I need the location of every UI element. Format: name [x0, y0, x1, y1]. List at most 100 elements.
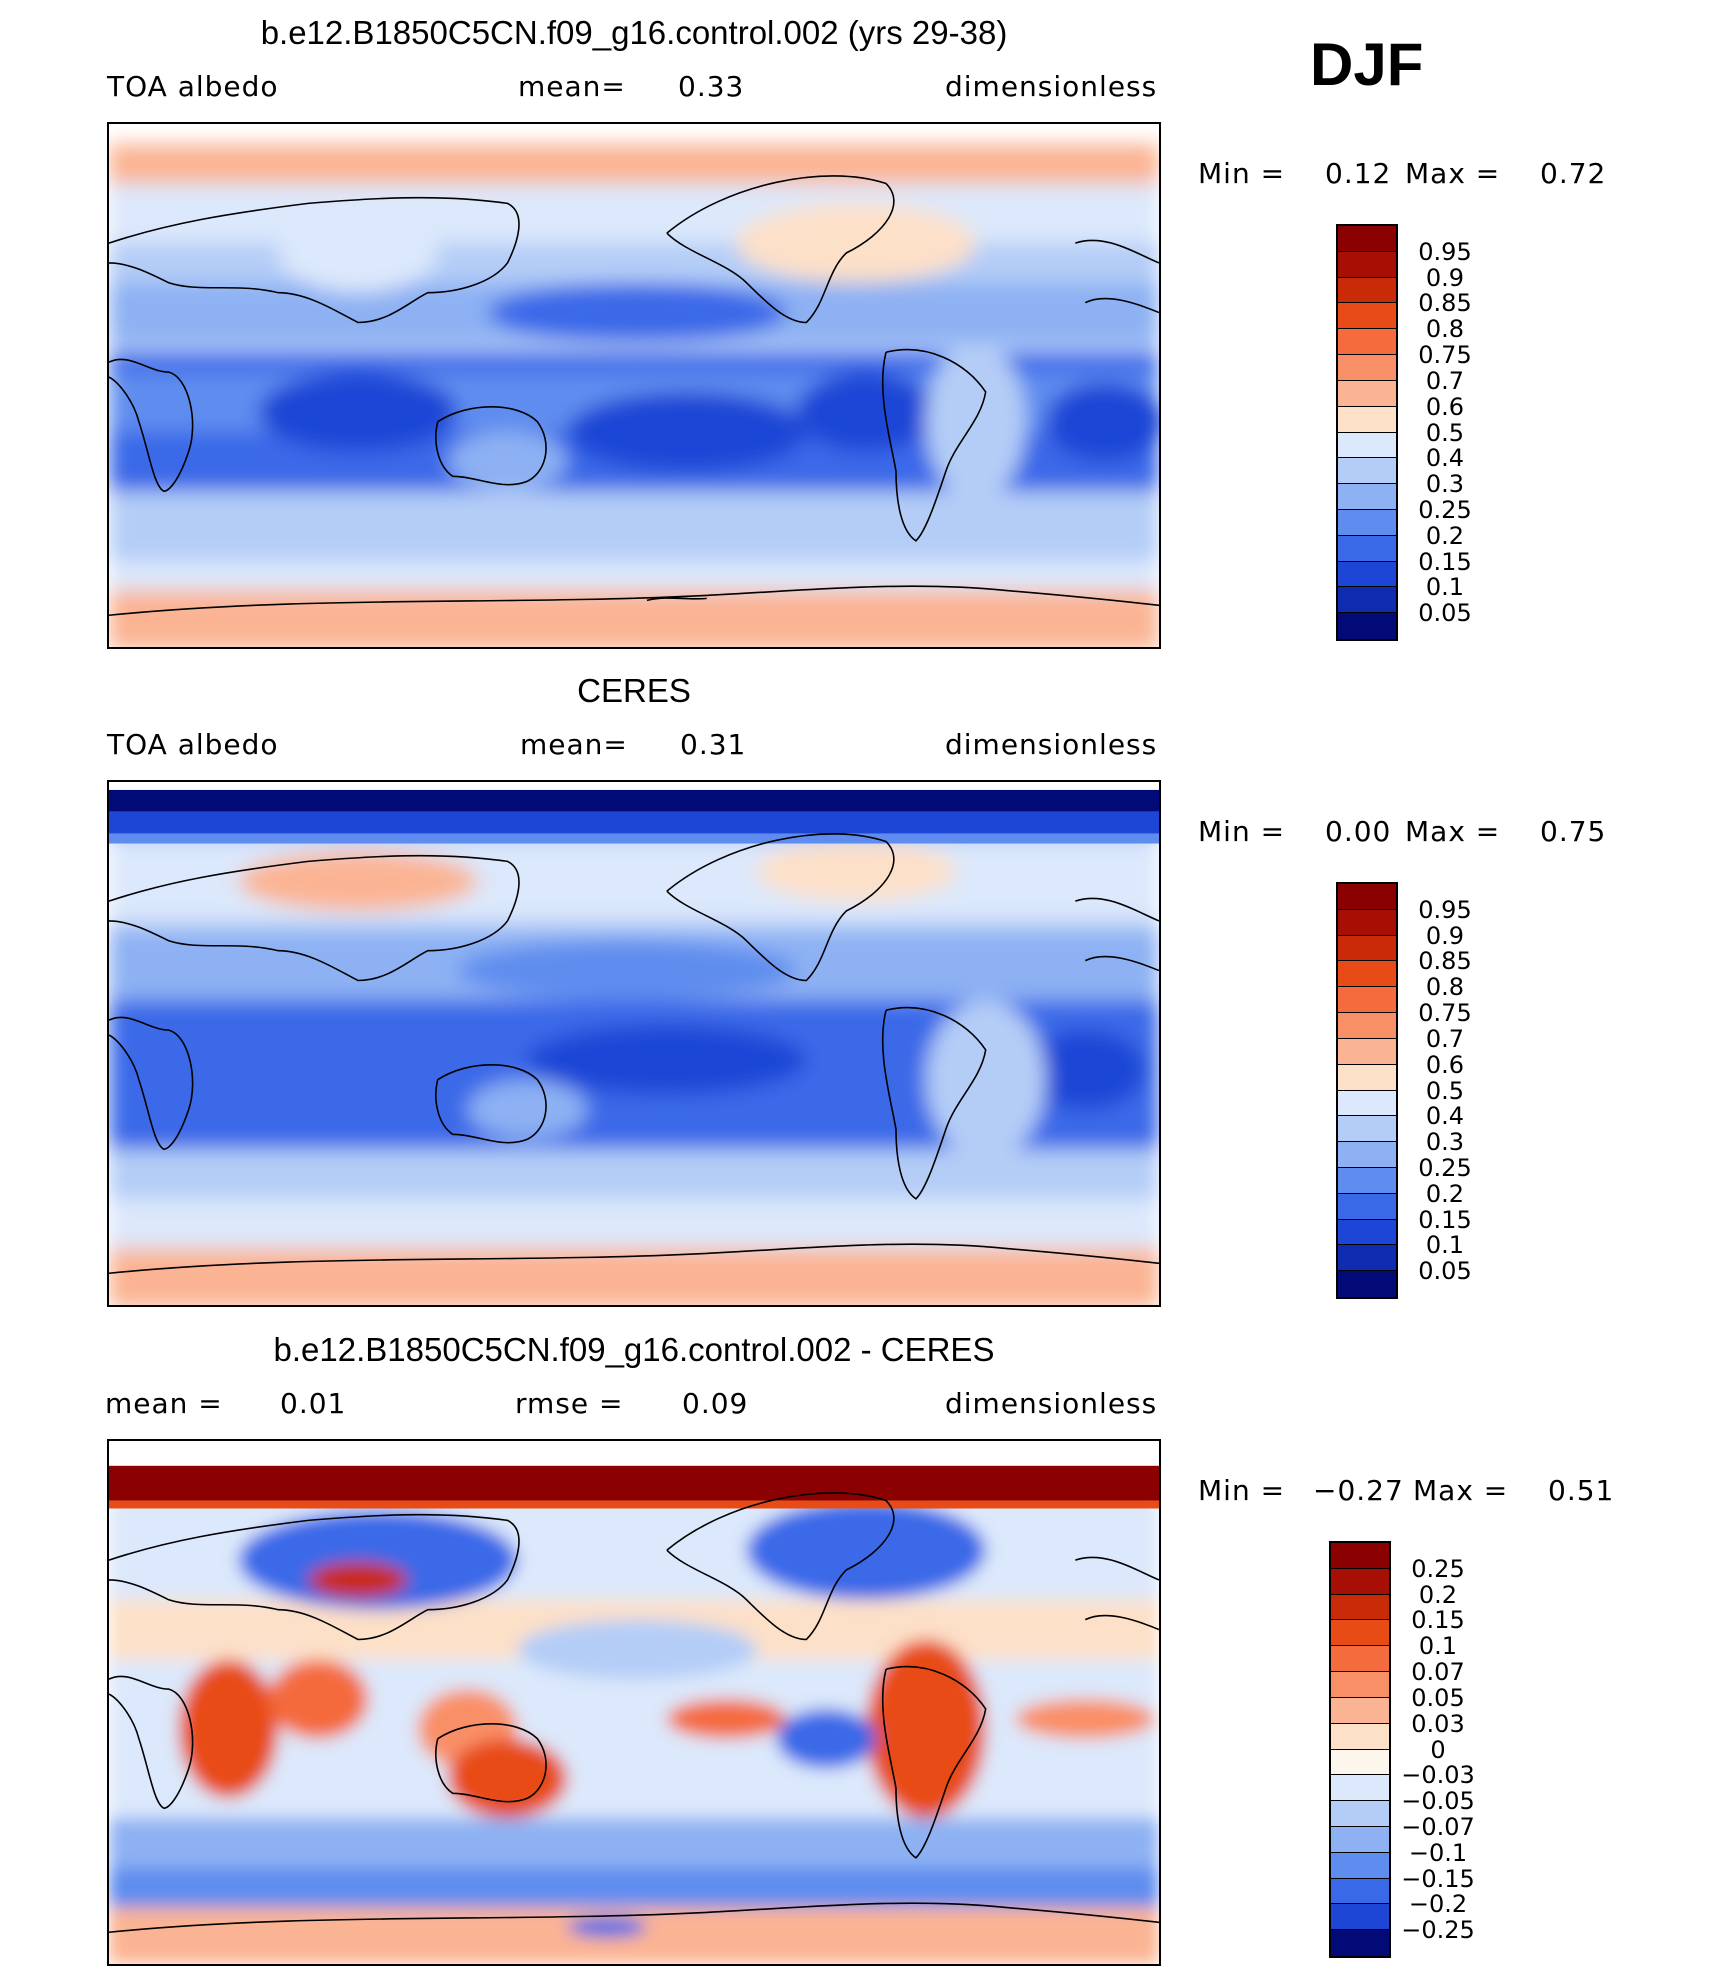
colorbar-bin — [1331, 1568, 1389, 1595]
colorbar-tick-label: 0.9 — [1425, 263, 1465, 292]
panel-3-map — [107, 1439, 1161, 1966]
colorbar-bin — [1338, 432, 1396, 459]
colorbar-bin — [1338, 251, 1396, 278]
panel-1-max-value: 0.72 — [1540, 157, 1607, 190]
colorbar-tick-label: 0.2 — [1418, 1580, 1458, 1609]
colorbar-tick-label: 0.6 — [1425, 392, 1465, 421]
colorbar-bin — [1331, 1801, 1389, 1827]
colorbar-tick-label: 0.25 — [1418, 1153, 1472, 1182]
panel-2-min-label: Min = — [1198, 815, 1286, 848]
colorbar-bin — [1338, 1038, 1396, 1065]
panel-2-mean-value: 0.31 — [680, 728, 747, 761]
panel-1-coastlines — [109, 175, 1159, 617]
colorbar-tick-label: 0.15 — [1411, 1606, 1465, 1635]
panel-3-colorbar — [1329, 1541, 1391, 1958]
panel-1-mean-label: mean= — [518, 70, 626, 103]
colorbar-bin — [1338, 509, 1396, 536]
colorbar-tick-label: 0.25 — [1418, 495, 1472, 524]
colorbar-bin — [1338, 329, 1396, 356]
panel-3-map-canvas — [109, 1441, 1159, 1964]
colorbar-tick-label: 0.15 — [1418, 1205, 1472, 1234]
panel-3-max-value: 0.51 — [1548, 1474, 1615, 1507]
colorbar-bin — [1338, 1090, 1396, 1117]
panel-3-mean-label: mean = — [105, 1387, 223, 1420]
colorbar-tick-label: 0.05 — [1411, 1683, 1465, 1712]
panel-1-max-label: Max = — [1405, 157, 1501, 190]
colorbar-tick-label: 0.85 — [1418, 947, 1472, 976]
colorbar-tick-label: 0.8 — [1425, 973, 1465, 1002]
panel-2-coastlines — [109, 833, 1159, 1275]
colorbar-tick-label: −0.2 — [1408, 1890, 1468, 1919]
panel-1-mean-value: 0.33 — [678, 70, 745, 103]
colorbar-tick-label: 0 — [1430, 1735, 1446, 1764]
colorbar-bin — [1331, 1930, 1389, 1956]
colorbar-bin — [1331, 1749, 1389, 1776]
colorbar-tick-label: 0.7 — [1425, 366, 1465, 395]
colorbar-bin — [1338, 1193, 1396, 1220]
colorbar-bin — [1331, 1697, 1389, 1724]
colorbar-tick-label: 0.1 — [1425, 573, 1465, 602]
colorbar-tick-label: −0.05 — [1401, 1787, 1475, 1816]
colorbar-bin — [1331, 1852, 1389, 1879]
panel-2-mean-label: mean= — [520, 728, 628, 761]
colorbar-tick-label: 0.8 — [1425, 315, 1465, 344]
colorbar-bin — [1331, 1543, 1389, 1569]
panel-3-units-label: dimensionless — [945, 1387, 1158, 1420]
panel-2-map — [107, 780, 1161, 1307]
panel-3-rmse-label: rmse = — [515, 1387, 624, 1420]
colorbar-bin — [1338, 1142, 1396, 1168]
colorbar-tick-label: 0.6 — [1425, 1050, 1465, 1079]
panel-1-min-label: Min = — [1198, 157, 1286, 190]
colorbar-bin — [1331, 1775, 1389, 1802]
colorbar-bin — [1338, 1245, 1396, 1272]
colorbar-tick-label: 0.05 — [1418, 1257, 1472, 1286]
colorbar-tick-label: 0.3 — [1425, 470, 1465, 499]
colorbar-tick-label: 0.1 — [1418, 1632, 1458, 1661]
panel-1-title: b.e12.B1850C5CN.f09_g16.control.002 (yrs… — [260, 14, 1008, 51]
colorbar-tick-label: −0.1 — [1408, 1838, 1468, 1867]
panel-2-title: CERES — [577, 672, 691, 709]
colorbar-tick-label: 0.3 — [1425, 1128, 1465, 1157]
colorbar-tick-label: 0.2 — [1425, 1179, 1465, 1208]
colorbar-bin — [1338, 561, 1396, 588]
colorbar-tick-label: 0.4 — [1425, 1102, 1465, 1131]
colorbar-bin — [1338, 935, 1396, 962]
colorbar-bin — [1338, 1116, 1396, 1143]
colorbar-bin — [1338, 1167, 1396, 1194]
colorbar-bin — [1338, 277, 1396, 304]
colorbar-tick-label: −0.03 — [1401, 1761, 1475, 1790]
panel-3-min-value: −0.27 — [1313, 1474, 1404, 1507]
colorbar-bin — [1338, 987, 1396, 1014]
colorbar-tick-label: −0.07 — [1401, 1812, 1475, 1841]
panel-1-variable-label: TOA albedo — [107, 70, 279, 103]
colorbar-bin — [1338, 1219, 1396, 1246]
colorbar-bin — [1338, 226, 1396, 252]
panel-3-max-label: Max = — [1413, 1474, 1509, 1507]
colorbar-bin — [1338, 458, 1396, 485]
colorbar-tick-label: 0.4 — [1425, 444, 1465, 473]
colorbar-bin — [1338, 484, 1396, 510]
colorbar-tick-label: 0.5 — [1425, 418, 1465, 447]
colorbar-bin — [1338, 613, 1396, 639]
colorbar-tick-label: 0.2 — [1425, 521, 1465, 550]
colorbar-tick-label: 0.95 — [1418, 237, 1472, 266]
panel-2-map-canvas — [109, 782, 1159, 1305]
colorbar-bin — [1331, 1878, 1389, 1905]
colorbar-bin — [1331, 1723, 1389, 1750]
colorbar-tick-label: 0.07 — [1411, 1658, 1465, 1687]
colorbar-bin — [1338, 406, 1396, 433]
panel-2-max-label: Max = — [1405, 815, 1501, 848]
colorbar-bin — [1338, 1271, 1396, 1297]
colorbar-bin — [1338, 1064, 1396, 1091]
colorbar-bin — [1338, 587, 1396, 614]
colorbar-tick-label: 0.75 — [1418, 341, 1472, 370]
colorbar-bin — [1331, 1826, 1389, 1853]
colorbar-bin — [1338, 1013, 1396, 1039]
panel-1-min-value: 0.12 — [1325, 157, 1392, 190]
colorbar-tick-label: 0.25 — [1411, 1554, 1465, 1583]
colorbar-bin — [1331, 1904, 1389, 1931]
colorbar-tick-label: 0.15 — [1418, 547, 1472, 576]
panel-3-min-label: Min = — [1198, 1474, 1286, 1507]
colorbar-tick-label: 0.85 — [1418, 289, 1472, 318]
colorbar-tick-label: 0.9 — [1425, 921, 1465, 950]
